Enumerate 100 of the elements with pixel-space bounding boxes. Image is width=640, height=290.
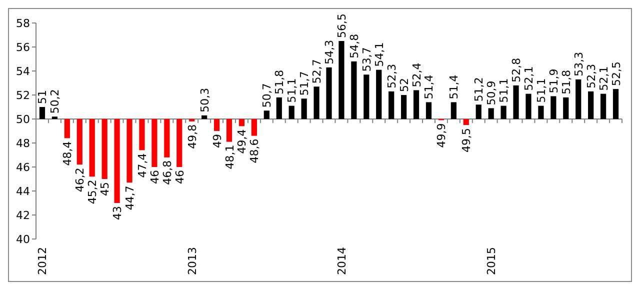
data-label: 52,1 [522, 66, 536, 91]
data-label: 54,1 [372, 42, 386, 67]
y-tick-label: 42 [16, 208, 30, 222]
bar [388, 91, 394, 119]
bar [276, 97, 282, 119]
data-label: 54,8 [348, 34, 361, 58]
data-label: 49,5 [460, 128, 474, 152]
bar [476, 104, 482, 119]
bar [288, 106, 294, 119]
data-label: 50,7 [260, 83, 274, 108]
data-label: 50,3 [198, 88, 212, 112]
bar [114, 119, 120, 203]
y-tick-label: 40 [16, 232, 30, 246]
bar [488, 108, 494, 119]
data-label: 54,3 [323, 40, 336, 64]
bar [126, 119, 132, 183]
bar [588, 91, 594, 119]
data-label: 53,7 [360, 47, 374, 72]
data-label: 46,2 [74, 168, 87, 192]
data-label: 50,2 [48, 89, 62, 114]
bar [612, 89, 619, 119]
bar [463, 119, 469, 125]
x-tick-label: 2012 [36, 247, 50, 275]
y-tick-label: 52 [16, 88, 30, 102]
data-label: 53,3 [572, 52, 586, 76]
data-label: 45,2 [86, 180, 100, 204]
bar [164, 119, 170, 158]
bar [226, 119, 232, 142]
bar [351, 61, 357, 119]
data-label: 51,7 [298, 71, 312, 96]
data-label: 52,3 [385, 64, 398, 88]
data-label: 51 [36, 90, 50, 104]
data-label: 56,5 [335, 14, 348, 38]
bar [264, 110, 270, 119]
data-label: 52 [398, 78, 411, 92]
data-label: 48,4 [61, 141, 74, 166]
data-label: 51,1 [286, 78, 299, 103]
bar [251, 119, 257, 136]
x-tick-label: 2015 [485, 247, 498, 275]
data-label: 51,4 [422, 74, 436, 100]
data-label: 47,4 [136, 153, 149, 178]
data-label: 50,9 [485, 80, 498, 106]
data-label: 51,1 [534, 78, 548, 103]
bar [301, 98, 307, 119]
bar [376, 70, 382, 119]
data-label: 51,2 [472, 77, 486, 102]
data-label: 46,8 [160, 160, 174, 185]
data-label: 52,7 [310, 59, 324, 84]
bar [314, 86, 320, 119]
y-tick-label: 48 [16, 136, 30, 150]
data-label: 52,4 [410, 62, 424, 88]
bar [500, 106, 506, 119]
y-tick-label: 50 [16, 112, 30, 126]
bar [76, 119, 82, 165]
data-label: 46 [173, 170, 186, 184]
bar [600, 94, 606, 119]
bar [576, 79, 582, 119]
data-label: 51,8 [273, 70, 286, 94]
bar [326, 67, 332, 119]
bar [176, 119, 182, 167]
bar [102, 119, 108, 179]
data-label: 51,8 [560, 70, 573, 94]
bar [238, 119, 245, 126]
x-tick-label: 2013 [186, 247, 199, 275]
data-label: 46 [148, 170, 162, 184]
bar [152, 119, 158, 167]
data-label: 48,1 [223, 144, 236, 170]
bar [89, 119, 95, 177]
data-label: 49,4 [236, 129, 249, 154]
data-label: 49,8 [186, 124, 199, 149]
data-label: 45 [98, 182, 112, 196]
bar [39, 107, 46, 119]
y-tick-label: 46 [16, 160, 30, 174]
bar [563, 97, 569, 119]
y-tick-label: 44 [16, 184, 30, 198]
data-label: 51,9 [547, 68, 560, 94]
data-label: 48,6 [248, 138, 262, 164]
data-label: 52,8 [510, 58, 524, 82]
bar [214, 119, 220, 131]
data-label: 52,1 [597, 66, 610, 91]
data-label: 49,9 [435, 123, 448, 148]
data-label: 52,5 [610, 62, 623, 86]
bar [64, 119, 70, 138]
bar [513, 85, 519, 119]
data-label: 43 [111, 206, 124, 220]
bar [538, 106, 544, 119]
bar [401, 95, 407, 119]
bar [550, 96, 556, 119]
x-tick-label: 2014 [335, 247, 348, 275]
data-label: 44,7 [124, 186, 137, 210]
data-label: 49 [210, 134, 224, 148]
bar [139, 119, 145, 150]
bar [202, 115, 208, 119]
bar [426, 102, 432, 119]
data-label: 51,1 [498, 78, 511, 103]
y-tick-label: 54 [16, 64, 30, 78]
y-tick-label: 58 [16, 16, 30, 30]
bar [450, 102, 456, 119]
bar [364, 74, 370, 119]
data-label: 51,4 [448, 74, 461, 100]
